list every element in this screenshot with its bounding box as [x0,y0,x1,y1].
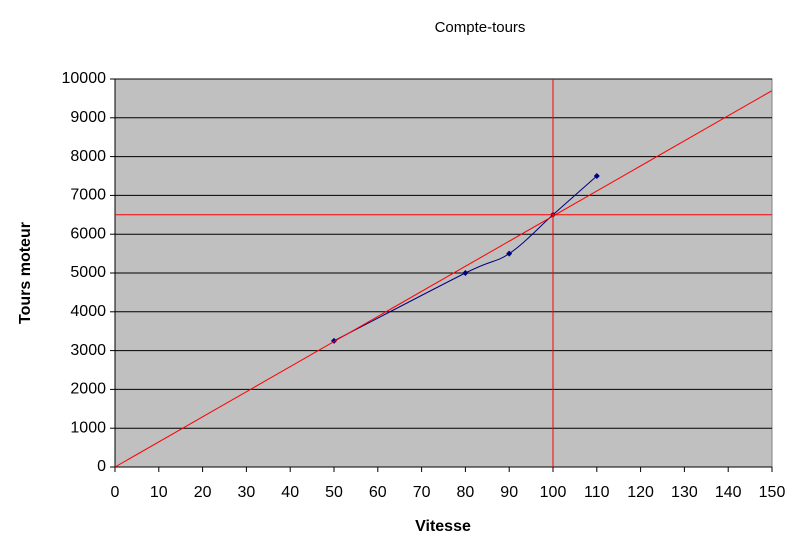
x-tick-label: 10 [150,484,168,501]
x-tick-label: 120 [627,484,654,501]
y-tick-label: 6000 [70,225,106,242]
x-tick-label: 50 [325,484,343,501]
y-tick-label: 7000 [70,187,106,204]
point-marker [462,270,469,276]
point-marker [593,173,600,179]
x-tick-label: 60 [369,484,387,501]
x-tick-label: 130 [671,484,698,501]
y-tick-label: 5000 [70,264,106,281]
x-tick-label: 80 [457,484,475,501]
x-tick-label: 40 [281,484,299,501]
x-tick-label: 0 [111,484,120,501]
y-tick-label: 2000 [70,381,106,398]
point-marker [506,250,513,257]
x-tick-label: 140 [715,484,742,501]
y-tick-label: 3000 [70,342,106,359]
series-line [114,90,773,468]
y-tick-label: 10000 [62,70,107,87]
y-tick-label: 0 [97,458,106,475]
y-tick-label: 9000 [70,109,106,126]
series-line [333,175,598,342]
y-axis-title: Tours moteur [17,222,34,324]
y-tick-label: 4000 [70,303,106,320]
x-axis-title: Vitesse [415,518,471,535]
x-tick-label: 30 [238,484,256,501]
x-tick-label: 90 [500,484,518,501]
x-tick-label: 100 [540,484,567,501]
y-tick-label: 1000 [70,419,106,436]
x-tick-label: 150 [759,484,786,501]
x-tick-label: 70 [413,484,431,501]
x-tick-label: 20 [194,484,212,501]
x-tick-label: 110 [584,484,610,501]
y-tick-label: 8000 [70,148,106,165]
chart-title: Compte-tours [435,19,526,36]
